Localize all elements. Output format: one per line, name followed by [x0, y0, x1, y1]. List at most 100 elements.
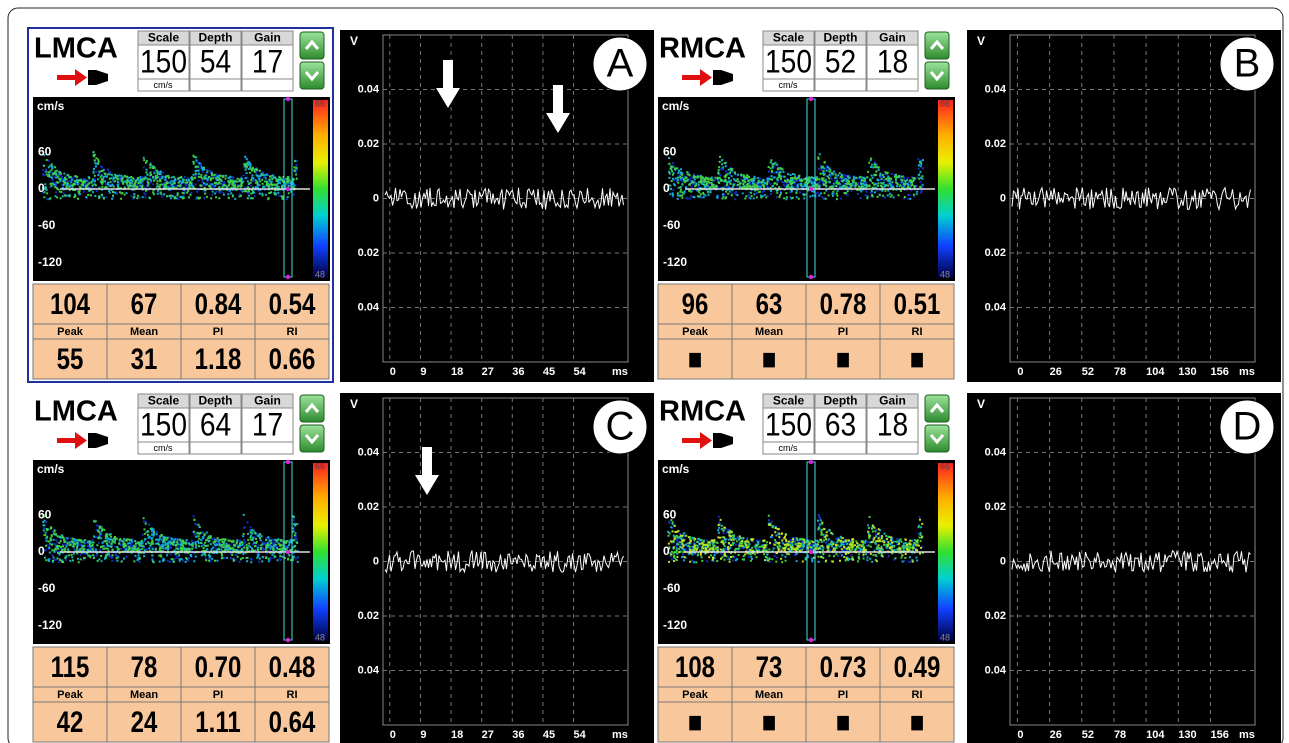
colorbar-max: 66 [315, 98, 325, 108]
cell [657, 646, 733, 688]
setting-label: Depth [824, 31, 858, 45]
y-tick-label: 0.02 [985, 138, 1006, 150]
x-tick-label: 0 [1017, 366, 1023, 378]
measurement-value: 0.48 [269, 649, 316, 683]
scroll-up-button[interactable] [924, 394, 950, 423]
x-tick-label: 45 [543, 729, 555, 741]
x-unit: ms [612, 729, 628, 741]
measurement-value: 42 [57, 704, 84, 738]
panel-badge [1219, 399, 1275, 455]
probe-icon [88, 70, 108, 85]
spectrum-unit: cm/s [37, 462, 65, 476]
setting-unit-bg [137, 78, 190, 92]
gate-handle [808, 459, 814, 465]
measurement-value: 0.49 [894, 649, 941, 683]
x-tick-label: 0 [1017, 729, 1023, 741]
measurement-value: 67 [131, 286, 158, 320]
x-tick-label: 26 [1050, 729, 1062, 741]
setting-value: 17 [252, 45, 283, 80]
scroll-down-button[interactable] [299, 424, 325, 453]
scroll-up-button[interactable] [924, 31, 950, 60]
setting-value: 54 [200, 45, 231, 80]
spectrum-unit: cm/s [662, 99, 690, 113]
cell [180, 646, 256, 688]
colorbar-min: 48 [940, 269, 950, 279]
gate-handle [285, 549, 291, 555]
setting-label: Scale [773, 31, 805, 45]
measurement-label: Mean [130, 326, 158, 338]
cell [32, 283, 108, 325]
measurement-value: 115 [51, 649, 90, 683]
spectrum-tick-label: 0 [38, 181, 45, 195]
up-chevron [929, 39, 945, 50]
setting-unit-bg [762, 78, 815, 92]
scroll-down-button[interactable] [924, 424, 950, 453]
measurement-label: RI [912, 689, 923, 701]
x-tick-label: 36 [512, 729, 524, 741]
measurement-label: Peak [682, 689, 709, 701]
y-unit: V [977, 397, 985, 411]
x-tick-label: 78 [1114, 366, 1126, 378]
signal-trace [1011, 549, 1251, 573]
cell [731, 338, 807, 380]
measurement-label: Mean [130, 689, 158, 701]
colorbar [938, 100, 953, 278]
probe-icon [88, 433, 108, 448]
x-tick-label: 78 [1114, 729, 1126, 741]
spectrum-tick-label: 60 [38, 507, 52, 521]
setting-value: 52 [825, 45, 856, 80]
setting-unit-bg [241, 441, 294, 455]
measurement-value: ■ [762, 704, 776, 738]
waveform-bg [340, 30, 654, 382]
y-tick-label: 0.04 [358, 83, 380, 95]
measurement-value: 0.70 [195, 649, 242, 683]
y-tick-label: 0 [1000, 555, 1006, 567]
cell [32, 646, 108, 688]
setting-value-bg [762, 44, 815, 80]
cell [106, 283, 182, 325]
scroll-down-button[interactable] [924, 61, 950, 90]
setting-value-bg [137, 407, 190, 443]
spectrum-tick-label: -60 [663, 581, 681, 595]
up-chevron [304, 402, 320, 413]
x-tick-label: 36 [512, 366, 524, 378]
cell [731, 283, 807, 325]
y-tick-label: 0.02 [985, 247, 1006, 259]
arrow [415, 447, 439, 495]
cell [731, 701, 807, 743]
scroll-down-button[interactable] [299, 61, 325, 90]
cell [879, 701, 955, 743]
selection-border [27, 27, 334, 383]
y-tick-label: 0.02 [985, 610, 1006, 622]
setting-label: Gain [879, 394, 906, 408]
setting-unit: cm/s [779, 80, 798, 90]
signal-trace [384, 187, 624, 210]
measurement-label: RI [287, 326, 298, 338]
vessel-name: LMCA [34, 396, 118, 428]
spectrum-tick-label: 0 [663, 181, 670, 195]
gate-handle [285, 274, 291, 280]
measurement-value: 0.78 [820, 286, 867, 320]
y-tick-label: 0.04 [985, 83, 1007, 95]
x-tick-label: 0 [390, 729, 396, 741]
measurement-value: 0.54 [269, 286, 316, 320]
x-tick-label: 52 [1082, 729, 1094, 741]
down-chevron [304, 71, 320, 82]
measurement-value: 0.51 [894, 286, 941, 320]
scroll-up-button[interactable] [299, 394, 325, 423]
setting-label: Depth [199, 31, 233, 45]
measurement-value: 55 [57, 341, 84, 375]
y-tick-label: 0.04 [358, 301, 380, 313]
scroll-up-button[interactable] [299, 31, 325, 60]
probe-arrow-line [682, 75, 702, 80]
panel-letter: D [1233, 405, 1262, 449]
measurement-value: ■ [910, 341, 924, 375]
spectrum-tick-label: 0 [38, 544, 45, 558]
setting-value-bg [137, 44, 190, 80]
x-tick-label: 27 [482, 366, 494, 378]
spectrum-speckle [667, 155, 924, 201]
x-tick-label: 156 [1210, 366, 1228, 378]
vessel-name: RMCA [659, 396, 746, 428]
measurement-label: PI [838, 689, 848, 701]
